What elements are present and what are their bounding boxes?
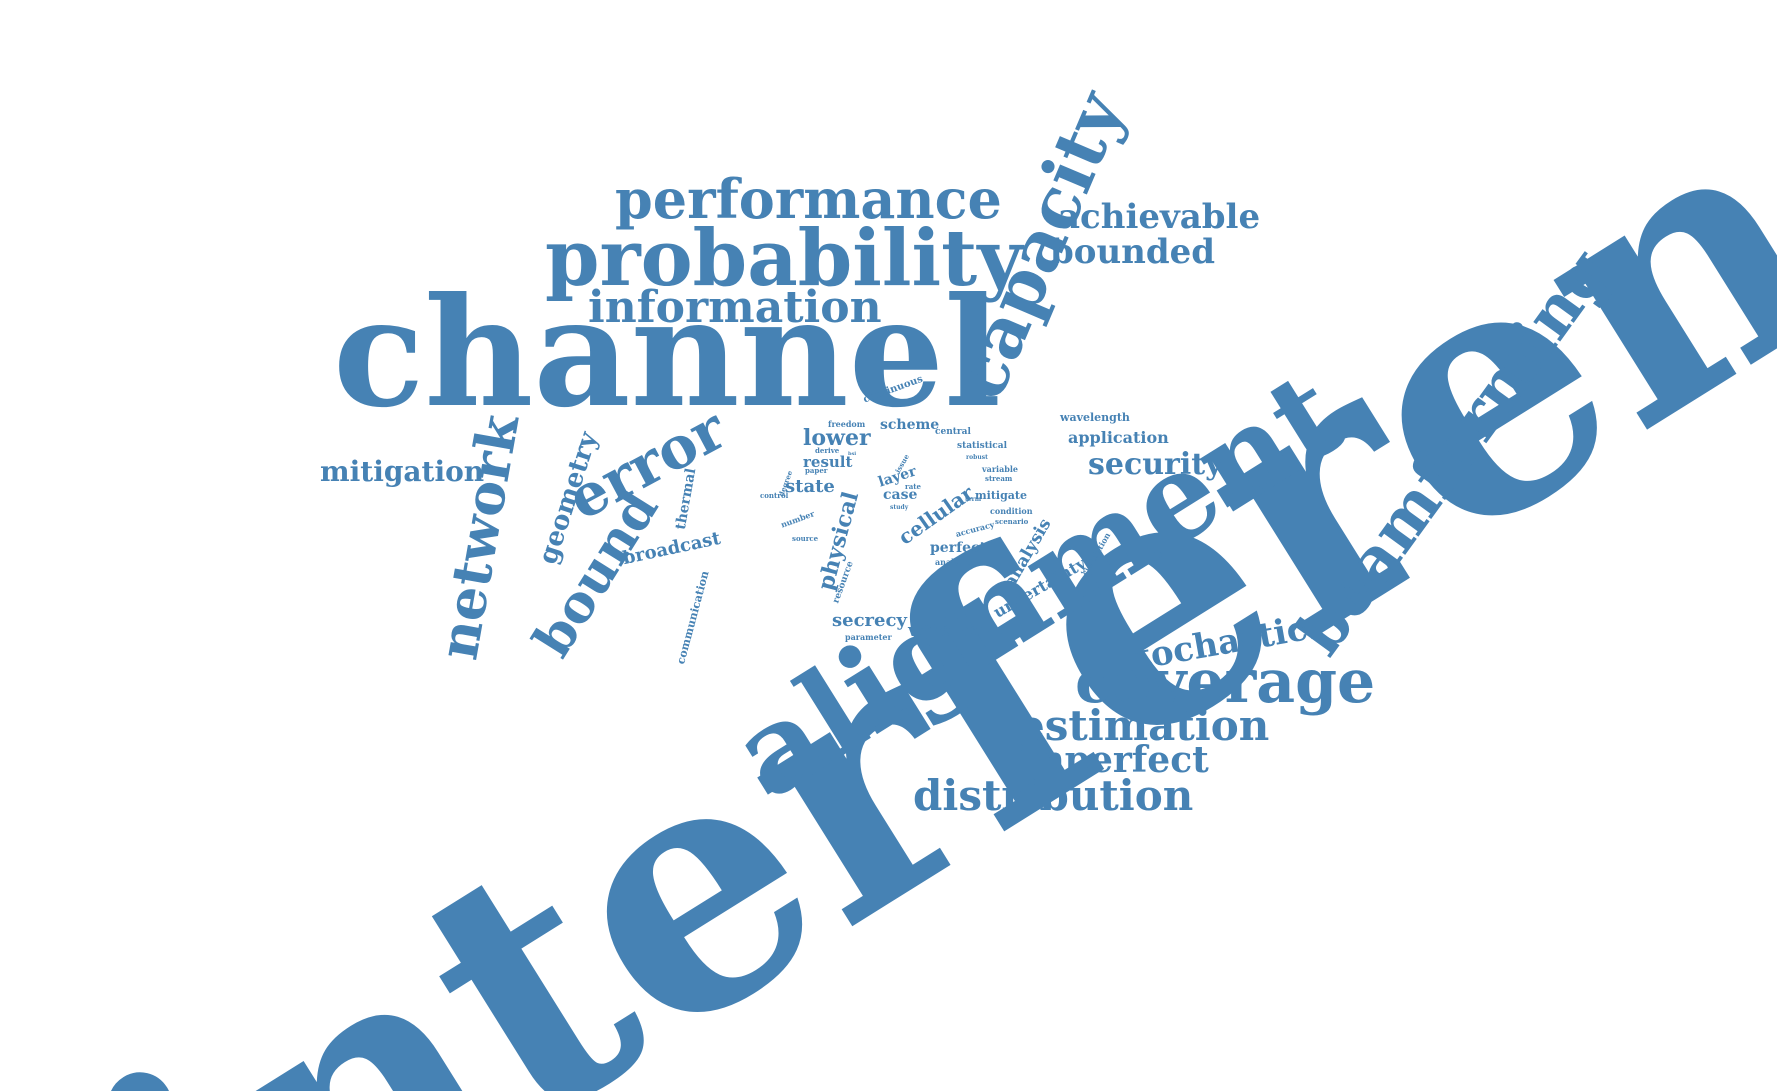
word-scheme: scheme [880,417,940,433]
word-security: security [1088,447,1223,482]
word-information: information [588,282,882,333]
word-statistical: statistical [957,441,1008,451]
word-control: control [760,491,789,500]
word-derive: derive [815,446,840,455]
word-rate: rate [905,482,921,491]
word-mitigate: mitigate [975,489,1027,502]
word-central: central [935,427,971,437]
word-wireless: wireless [908,620,990,641]
word-number: number [779,508,816,530]
word-scenario: scenario [995,517,1029,526]
word-wavelength: wavelength [1060,411,1130,424]
word-application: application [1068,428,1169,447]
word-coverage: coverage [1075,647,1376,717]
word-case: case [883,487,918,503]
word-channel: channel [333,265,1002,441]
word-mitigation: mitigation [320,455,485,488]
word-network: network [425,409,532,665]
word-interference: interference [38,0,1777,1091]
word-robust: robust [966,454,988,461]
word-condition: condition [990,506,1033,516]
word-parameter: parameter [845,632,892,642]
word-stream: stream [985,474,1013,483]
word-lower: lower [803,425,871,451]
word-variable: variable [982,464,1018,474]
word-estimation: estimation [1018,701,1270,750]
word-term: term [965,496,982,503]
word-distribution: distribution [913,771,1194,820]
word-performance: performance [615,167,1002,231]
word-state: state [785,476,835,497]
word-bsi: bsi [848,451,857,457]
word-perfect: perfect [930,540,986,556]
word-paper: paper [805,466,828,475]
word-secrecy: secrecy [832,610,907,631]
word-probability: probability [545,213,1023,304]
word-freedom: freedom [828,419,866,429]
word-achievable: achievable [1058,197,1261,237]
word-bounded: bounded [1050,232,1216,272]
word-imperfect: imperfect [1013,739,1209,781]
word-study: study [890,504,909,511]
word-analytical: analytical [935,557,979,567]
word-result: result [803,453,853,471]
word-source: source [792,534,819,543]
